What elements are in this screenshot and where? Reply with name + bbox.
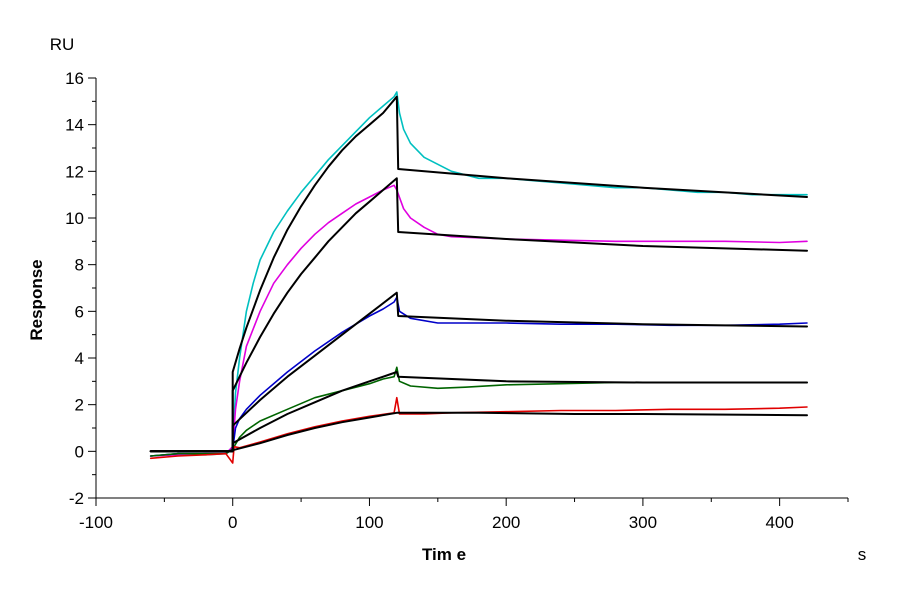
y-tick-label: 14 <box>65 116 84 135</box>
x-tick-label: -100 <box>79 513 113 532</box>
y-unit-label: RU <box>50 35 75 54</box>
y-tick-label: 8 <box>75 256 84 275</box>
series-layer <box>149 91 808 464</box>
y-tick-label: 12 <box>65 162 84 181</box>
y-tick-label: 0 <box>75 442 84 461</box>
fit-curve-line <box>149 95 808 453</box>
axes-layer: -2 0 2 4 6 8 10 12 14 16 -100 0 100 200 300 400 <box>65 69 849 532</box>
labels-layer: RU Response Tim e s <box>27 35 866 564</box>
x-unit-label: s <box>858 545 867 564</box>
measured-curve-line <box>149 91 808 457</box>
fit-curve-line <box>149 177 808 453</box>
x-tick-label: 0 <box>228 513 237 532</box>
x-tick-label: 200 <box>492 513 520 532</box>
y-tick-label: 6 <box>75 302 84 321</box>
measured-curve-line <box>149 184 808 457</box>
x-tick-label: 100 <box>355 513 383 532</box>
fit-curve-line <box>149 411 808 453</box>
y-tick-label: 16 <box>65 69 84 88</box>
y-axis-title: Response <box>27 259 46 340</box>
x-tick-label: 300 <box>629 513 657 532</box>
fit-curve-line <box>149 291 808 453</box>
y-tick-label: 10 <box>65 209 84 228</box>
fit-curve-line <box>149 371 808 453</box>
y-tick-label: -2 <box>69 489 84 508</box>
y-tick-label: 4 <box>75 349 84 368</box>
y-tick-label: 2 <box>75 396 84 415</box>
x-axis-title: Tim e <box>422 545 466 564</box>
x-tick-label: 400 <box>765 513 793 532</box>
